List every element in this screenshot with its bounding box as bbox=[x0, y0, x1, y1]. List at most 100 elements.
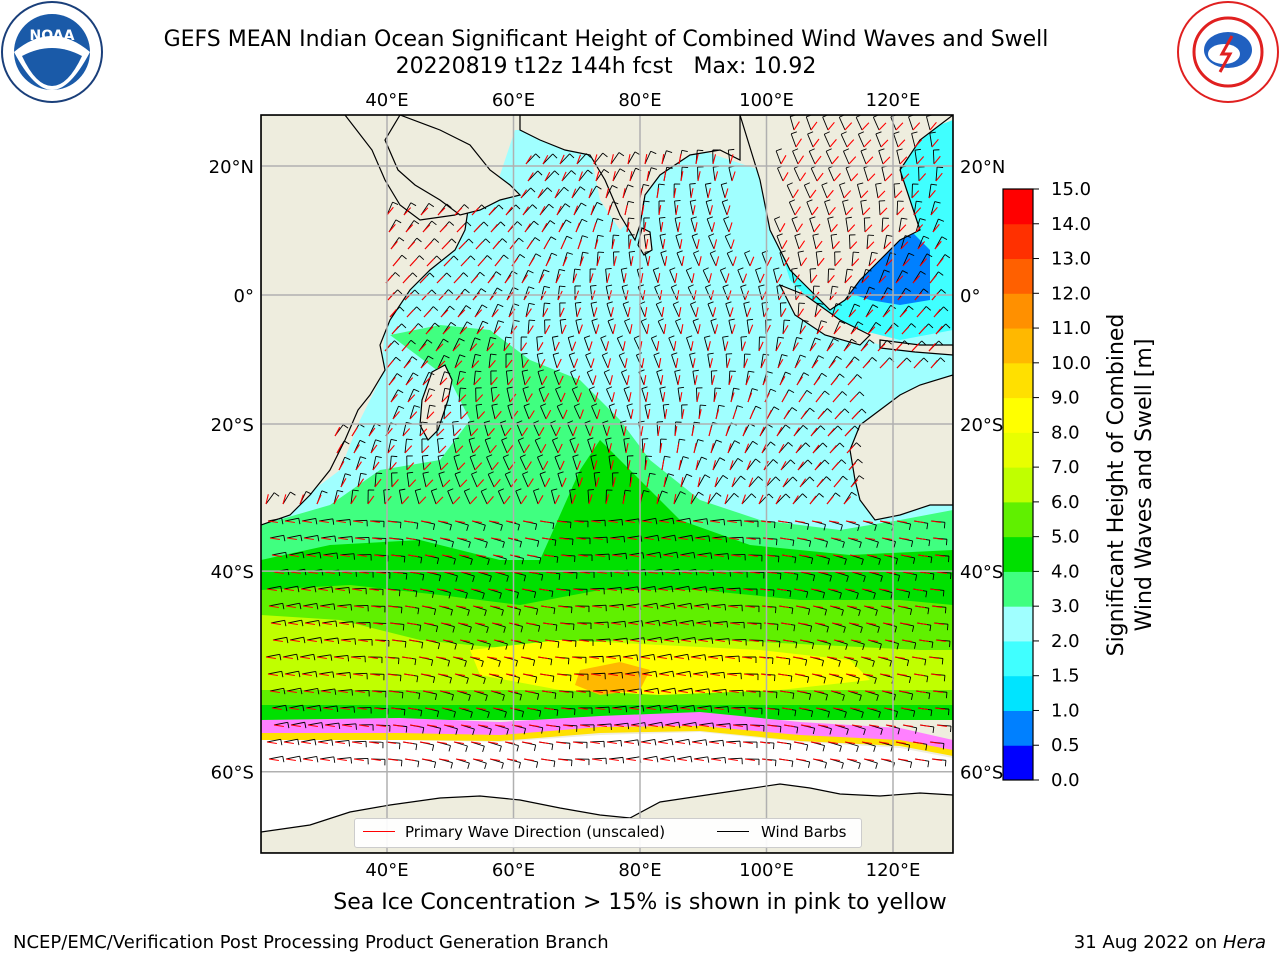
wave-direction-arrow bbox=[741, 341, 746, 352]
wind-barb-flag bbox=[674, 200, 681, 202]
wind-barb bbox=[460, 404, 462, 420]
wind-barb-flag bbox=[845, 216, 852, 219]
wind-barb-flag bbox=[428, 371, 435, 376]
wave-direction-arrow bbox=[829, 605, 840, 609]
wave-direction-arrow bbox=[290, 724, 301, 728]
wave-direction-arrow bbox=[528, 410, 535, 420]
wave-direction-arrow bbox=[420, 207, 429, 216]
wind-barb bbox=[711, 536, 726, 539]
wave-direction-arrow bbox=[523, 758, 534, 762]
wind-barb-flag bbox=[416, 523, 419, 530]
wind-barb-flag bbox=[404, 641, 407, 648]
wave-direction-arrow bbox=[816, 172, 824, 182]
wave-direction-arrow bbox=[896, 207, 905, 216]
wave-direction-arrow bbox=[336, 605, 347, 609]
wind-barb-flag bbox=[405, 573, 408, 580]
wave-direction-arrow bbox=[321, 622, 332, 626]
wind-barb-flag bbox=[644, 722, 647, 729]
wave-direction-arrow bbox=[917, 554, 928, 558]
wave-direction-arrow bbox=[454, 520, 465, 524]
wave-direction-arrow bbox=[642, 605, 653, 609]
wind-barb-flag bbox=[857, 525, 860, 532]
wind-barb-flag bbox=[839, 320, 846, 324]
wave-direction-arrow bbox=[490, 376, 498, 386]
wave-direction-arrow bbox=[810, 588, 821, 592]
wind-barb-flag bbox=[675, 620, 678, 627]
wave-direction-arrow bbox=[915, 537, 926, 541]
wind-barb-flag bbox=[465, 592, 468, 599]
wind-barb-flag bbox=[414, 659, 417, 666]
wave-direction-arrow bbox=[934, 707, 945, 711]
wave-direction-arrow bbox=[936, 257, 944, 267]
wave-direction-arrow bbox=[674, 588, 685, 592]
wind-barb-flag bbox=[348, 740, 351, 747]
wave-direction-arrow bbox=[438, 605, 449, 609]
wave-direction-arrow bbox=[267, 520, 278, 524]
wave-direction-arrow bbox=[880, 758, 891, 762]
wind-barb-flag bbox=[805, 659, 808, 666]
wind-barb-flag bbox=[643, 490, 650, 493]
wind-barb bbox=[676, 755, 691, 760]
wind-barb bbox=[611, 705, 626, 709]
wave-direction-arrow bbox=[862, 207, 871, 216]
wave-direction-arrow bbox=[861, 122, 870, 131]
noaa-logo: NOAA bbox=[1, 1, 103, 103]
wind-barb-flag bbox=[794, 233, 801, 237]
wave-direction-arrow bbox=[762, 537, 773, 541]
wind-barb bbox=[335, 672, 350, 675]
wave-direction-arrow bbox=[439, 377, 448, 386]
wind-barb bbox=[641, 388, 647, 403]
colorbar-tick-label: 5.0 bbox=[1051, 527, 1080, 548]
wind-barb bbox=[765, 476, 776, 488]
wind-barb-flag bbox=[347, 655, 350, 662]
wind-barb bbox=[693, 252, 700, 267]
wind-barb bbox=[797, 252, 802, 267]
wave-direction-arrow bbox=[454, 207, 463, 216]
wind-barb-flag bbox=[666, 166, 673, 169]
wind-barb-flag bbox=[537, 170, 543, 176]
wind-barb-flag bbox=[280, 739, 283, 746]
wave-direction-arrow bbox=[878, 122, 887, 131]
wind-barb bbox=[775, 337, 779, 352]
wave-direction-arrow bbox=[523, 291, 530, 301]
wind-barb-flag bbox=[774, 216, 781, 220]
wave-direction-arrow bbox=[282, 494, 287, 505]
wind-barb-flag bbox=[488, 643, 491, 650]
wind-barb-flag bbox=[317, 688, 320, 695]
wave-direction-arrow bbox=[543, 239, 550, 250]
wave-direction-arrow bbox=[424, 554, 435, 558]
wave-direction-arrow bbox=[827, 121, 835, 131]
wave-direction-arrow bbox=[421, 605, 432, 609]
wind-barb-flag bbox=[842, 541, 845, 548]
wind-barb-flag bbox=[700, 404, 707, 407]
wave-direction-arrow bbox=[629, 171, 633, 182]
wave-direction-arrow bbox=[319, 605, 330, 609]
wind-barb-flag bbox=[486, 255, 493, 260]
wind-barb-flag bbox=[568, 590, 571, 597]
wind-barb-flag bbox=[865, 269, 872, 272]
wave-direction-arrow bbox=[865, 622, 876, 626]
wave-direction-arrow bbox=[324, 724, 335, 728]
wind-barb-flag bbox=[845, 643, 848, 650]
wind-barb-flag bbox=[923, 288, 929, 293]
wave-direction-arrow bbox=[742, 273, 748, 284]
wind-barb-flag bbox=[498, 320, 505, 323]
wave-direction-arrow bbox=[846, 139, 855, 148]
wind-barb-flag bbox=[926, 523, 929, 530]
wind-barb bbox=[542, 303, 545, 318]
wind-barb-flag bbox=[890, 745, 893, 752]
wind-barb bbox=[303, 687, 318, 692]
wind-barb-flag bbox=[417, 608, 420, 615]
wind-barb-flag bbox=[675, 318, 682, 322]
wave-direction-arrow bbox=[681, 724, 692, 728]
wave-direction-arrow bbox=[728, 690, 739, 694]
wind-barb bbox=[866, 235, 869, 250]
wave-direction-arrow bbox=[935, 172, 943, 182]
wind-barb-flag bbox=[485, 238, 491, 244]
wind-barb-flag bbox=[656, 301, 662, 305]
sea-ice-edge-yellow bbox=[261, 726, 953, 756]
wind-barb-flag bbox=[392, 201, 399, 205]
wind-barb-flag bbox=[621, 672, 624, 679]
wind-barb bbox=[653, 354, 660, 369]
wave-direction-arrow bbox=[792, 495, 799, 505]
